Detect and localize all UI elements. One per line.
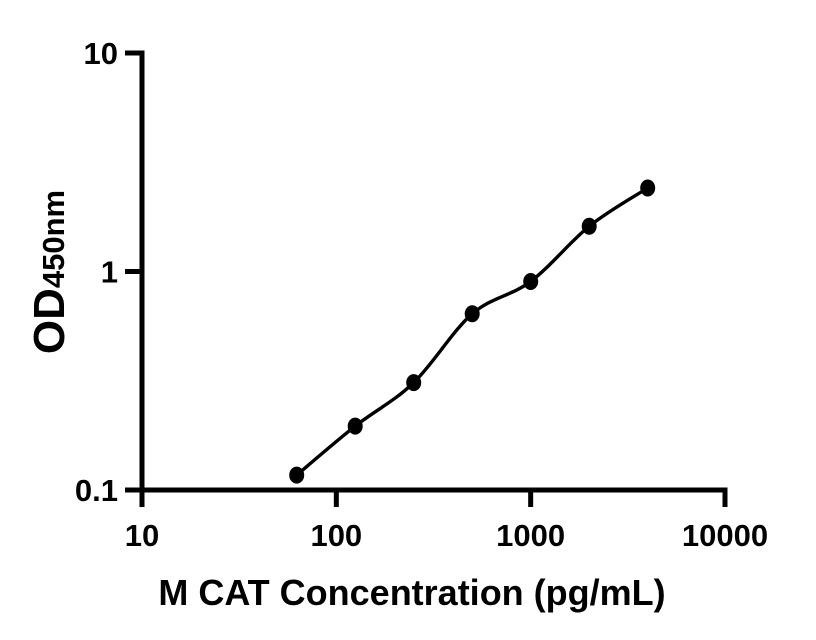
y-axis-title-main: OD: [25, 288, 74, 354]
data-point: [289, 466, 305, 484]
y-tick-label: 1: [101, 255, 118, 290]
data-point: [406, 374, 422, 392]
x-tick-label: 100: [310, 518, 362, 553]
data-point: [581, 217, 597, 235]
x-axis-title: M CAT Concentration (pg/mL): [158, 572, 665, 613]
data-point: [464, 305, 480, 323]
y-tick-label: 10: [84, 36, 118, 71]
data-point: [640, 179, 656, 197]
y-tick-label: 0.1: [75, 473, 118, 508]
x-tick-label: 1000: [496, 518, 565, 553]
data-point: [523, 273, 539, 290]
x-tick-label: 10: [125, 518, 159, 553]
y-axis-title-subscript: 450nm: [36, 190, 71, 288]
y-axis-title: OD450nm: [25, 190, 74, 354]
x-tick-label: 10000: [682, 518, 768, 553]
plot-area: 0.1 1 10 10 100 1000 10000: [75, 36, 768, 553]
axis-spines: [139, 50, 728, 493]
data-point: [347, 417, 363, 435]
